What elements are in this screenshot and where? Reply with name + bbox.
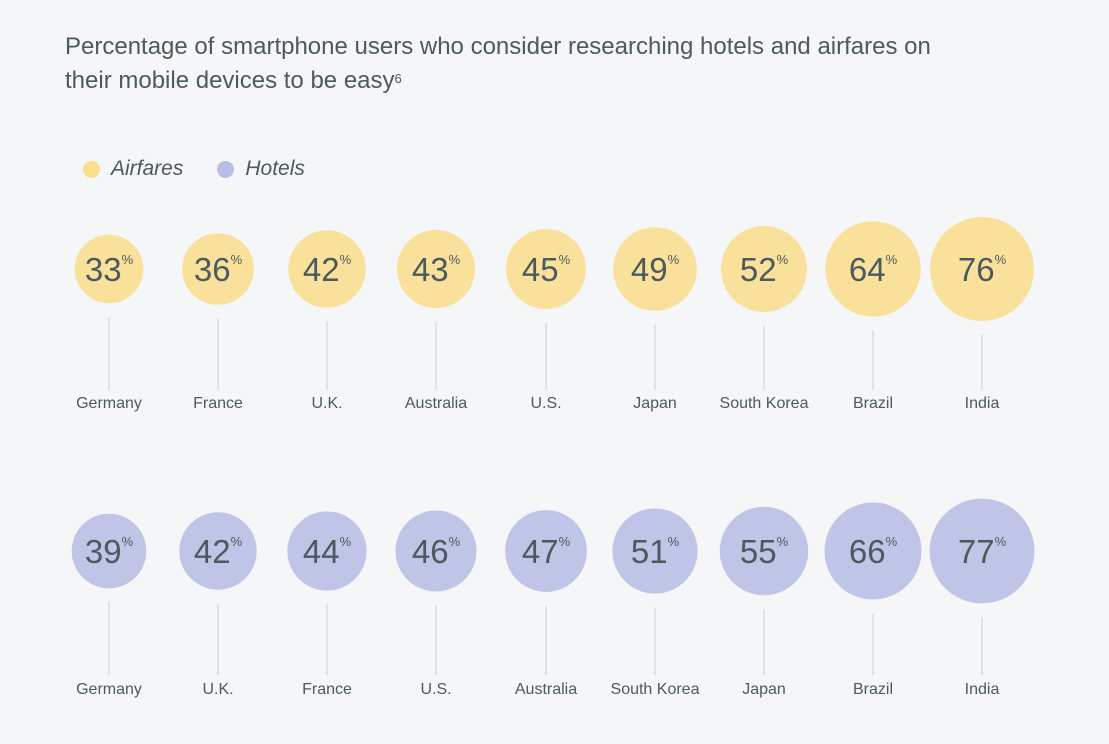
percent-sign: %	[340, 534, 352, 549]
bubble-airfares	[396, 229, 476, 309]
percent-sign: %	[449, 534, 461, 549]
legend-dot-airfares	[83, 160, 100, 178]
category-label: Brazil	[853, 395, 893, 412]
category-label: India	[965, 395, 1000, 412]
category-label: South Korea	[611, 681, 700, 698]
percent-sign: %	[559, 252, 571, 267]
bubble-hotels	[824, 502, 922, 600]
category-label: Brazil	[853, 681, 893, 698]
percent-sign: %	[340, 252, 352, 267]
percent-sign: %	[995, 252, 1007, 267]
chart-title-text: Percentage of smartphone users who consi…	[65, 33, 931, 94]
percent-sign: %	[777, 252, 789, 267]
bubble-airfares	[506, 229, 586, 309]
bubble-airfares	[74, 234, 144, 304]
percent-sign: %	[231, 252, 243, 267]
legend-dot-hotels	[217, 160, 235, 178]
percent-sign: %	[668, 534, 680, 549]
series-airfares: 33%Germany36%France42%U.K.43%Australia45…	[74, 217, 1034, 412]
category-label: U.S.	[420, 681, 451, 698]
series-hotels: 39%Germany42%U.K.44%France46%U.S.47%Aust…	[71, 498, 1035, 698]
bubble-hotels	[71, 513, 147, 589]
legend-label-hotels: Hotels	[245, 157, 305, 180]
bubble-airfares	[825, 221, 921, 317]
percent-sign: %	[886, 534, 898, 549]
percent-sign: %	[777, 534, 789, 549]
bubble-airfares	[182, 233, 254, 305]
percent-sign: %	[449, 252, 461, 267]
percent-sign: %	[122, 252, 134, 267]
category-label: Germany	[76, 395, 142, 412]
bubble-hotels	[395, 510, 477, 592]
category-label: U.S.	[530, 395, 561, 412]
category-label: U.K.	[311, 395, 342, 412]
category-label: India	[965, 681, 1000, 698]
legend-item-hotels: Hotels	[217, 157, 305, 181]
legend-item-airfares: Airfares	[83, 157, 183, 181]
percent-sign: %	[231, 534, 243, 549]
bubble-hotels	[179, 512, 257, 590]
category-label: Germany	[76, 681, 142, 698]
bubble-hotels	[929, 498, 1035, 604]
bubble-airfares	[288, 230, 366, 308]
percent-sign: %	[668, 252, 680, 267]
percent-sign: %	[559, 534, 571, 549]
percent-sign: %	[122, 534, 134, 549]
bubble-hotels	[287, 511, 367, 591]
bubble-airfares	[721, 226, 807, 312]
bubble-hotels	[505, 510, 587, 592]
percent-sign: %	[886, 252, 898, 267]
legend: Airfares Hotels	[83, 156, 339, 182]
category-label: Australia	[405, 395, 467, 412]
category-label: Australia	[515, 681, 577, 698]
bubble-hotels	[612, 508, 698, 594]
category-label: South Korea	[720, 395, 809, 412]
bubble-airfares	[613, 227, 697, 311]
percent-sign: %	[995, 534, 1007, 549]
title-footnote: 6	[394, 71, 402, 86]
category-label: France	[302, 681, 352, 698]
category-label: France	[193, 395, 243, 412]
bubble-hotels	[719, 506, 809, 596]
legend-label-airfares: Airfares	[111, 157, 184, 180]
category-label: Japan	[742, 681, 786, 698]
bubble-airfares	[930, 217, 1034, 321]
chart-title: Percentage of smartphone users who consi…	[65, 30, 965, 98]
category-label: Japan	[633, 395, 677, 412]
category-label: U.K.	[202, 681, 233, 698]
